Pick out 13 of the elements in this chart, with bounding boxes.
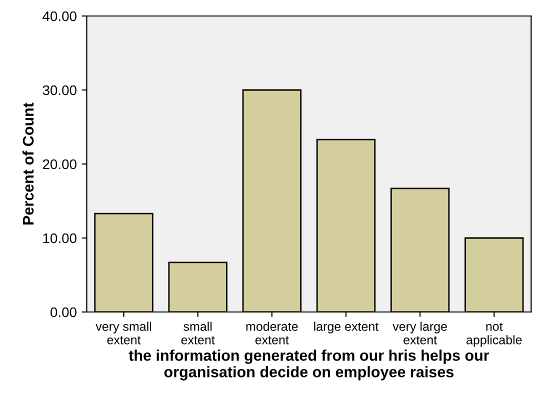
x-tick-label: very large extent [392,322,447,344]
y-tick-label: 20.00 [42,159,76,170]
x-tick-label: small extent [181,322,215,344]
y-tick-label: 10.00 [43,233,76,244]
x-axis-title: the information generated from our hris helps our organisation decide on employee raises [128,350,490,380]
y-tick-label: 0.00 [50,307,76,318]
y-axis-title: Percent of Count [22,102,34,225]
x-tick-label: very small extent [96,322,152,344]
x-tick-label: not applicable [466,322,522,347]
y-tick-label: 40.00 [42,11,76,22]
x-tick-label: moderate extent [246,322,298,344]
x-tick-label: large extent [314,322,379,334]
y-tick-label: 30.00 [42,85,76,96]
